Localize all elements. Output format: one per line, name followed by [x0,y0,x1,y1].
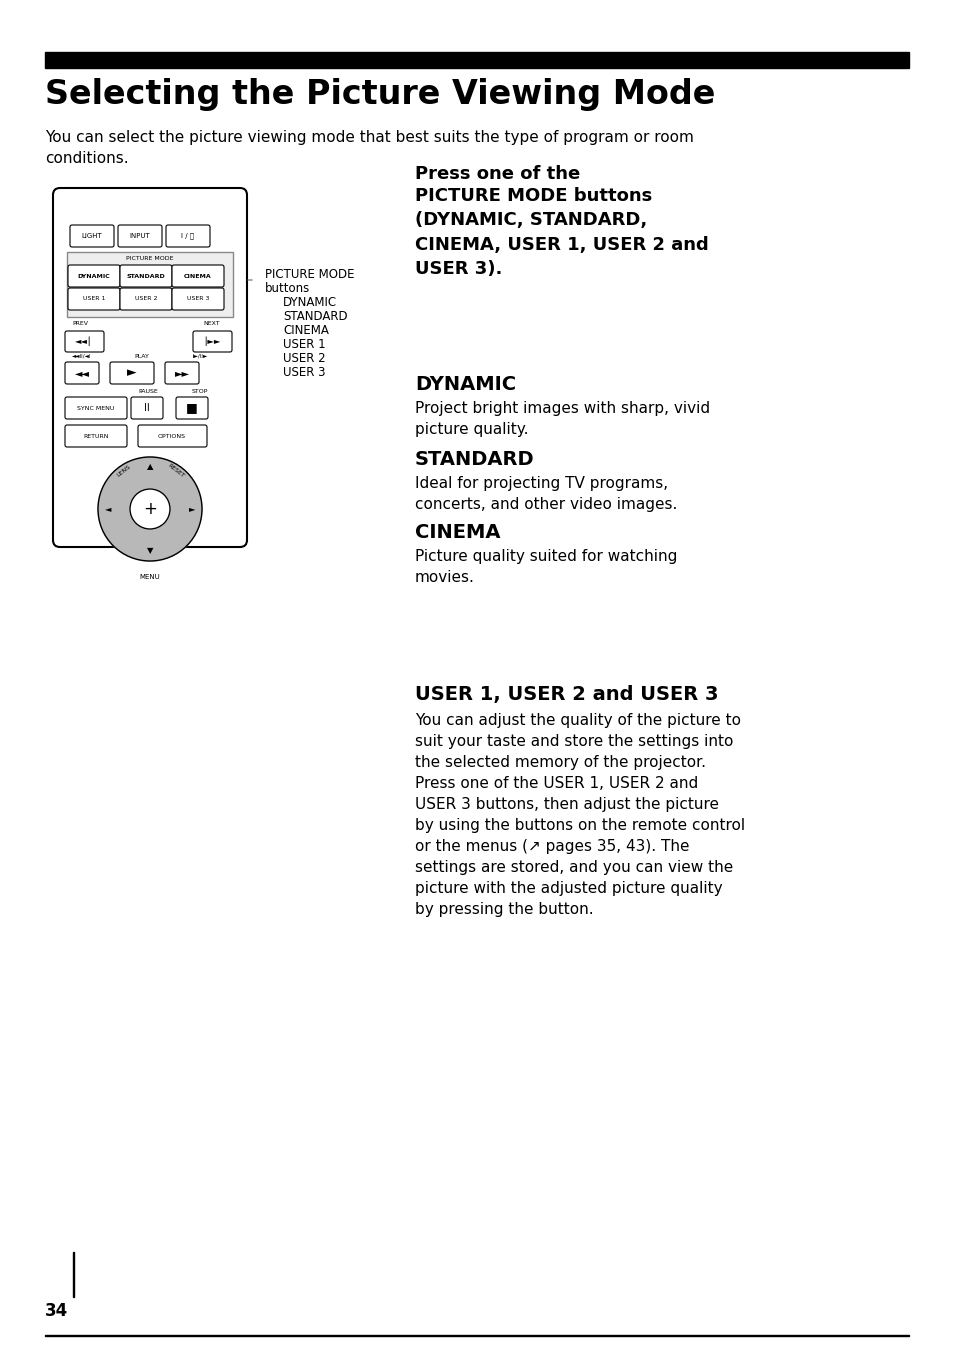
FancyBboxPatch shape [65,397,127,419]
Text: You can select the picture viewing mode that best suits the type of program or r: You can select the picture viewing mode … [45,130,693,166]
Text: PAUSE: PAUSE [138,389,157,393]
Text: Project bright images with sharp, vivid
picture quality.: Project bright images with sharp, vivid … [415,402,709,437]
Text: DYNAMIC: DYNAMIC [415,375,516,393]
Text: 34: 34 [45,1302,69,1320]
FancyBboxPatch shape [53,188,247,548]
Text: ■: ■ [186,402,197,415]
FancyBboxPatch shape [110,362,153,384]
Text: DYNAMIC: DYNAMIC [283,296,336,310]
Text: LIGHT: LIGHT [82,233,102,239]
Text: STOP: STOP [192,389,208,393]
Text: Ideal for projecting TV programs,
concerts, and other video images.: Ideal for projecting TV programs, concer… [415,476,677,512]
Text: Picture quality suited for watching
movies.: Picture quality suited for watching movi… [415,549,677,585]
Text: USER 3: USER 3 [283,366,325,379]
Text: Selecting the Picture Viewing Mode: Selecting the Picture Viewing Mode [45,78,715,111]
Text: USER 1: USER 1 [283,338,325,352]
Text: I►/II►: I►/II► [193,354,208,360]
Text: STANDARD: STANDARD [127,273,165,279]
Text: II: II [144,403,150,412]
FancyBboxPatch shape [172,288,224,310]
Text: USER 2: USER 2 [134,296,157,301]
FancyBboxPatch shape [193,331,232,352]
Text: STANDARD: STANDARD [415,450,534,469]
Text: ⎮►►: ⎮►► [203,337,220,346]
FancyBboxPatch shape [65,425,127,448]
Text: PLAY: PLAY [134,354,150,360]
Text: PICTURE MODE: PICTURE MODE [265,268,355,281]
Text: Press one of the: Press one of the [415,165,579,183]
Text: buttons: buttons [265,283,310,295]
Text: ◄◄: ◄◄ [74,368,90,379]
Text: PICTURE MODE buttons
(DYNAMIC, STANDARD,
CINEMA, USER 1, USER 2 and
USER 3).: PICTURE MODE buttons (DYNAMIC, STANDARD,… [415,187,708,279]
Text: ►►: ►► [174,368,190,379]
Bar [73,1252,74,1297]
Text: SYNC MENU: SYNC MENU [77,406,114,411]
Text: ►: ► [189,504,195,514]
Text: ◄◄⎮: ◄◄⎮ [75,337,92,346]
Text: ◄◄II/◄I: ◄◄II/◄I [71,354,91,360]
Text: You can adjust the quality of the picture to
suit your taste and store the setti: You can adjust the quality of the pictur… [415,713,744,917]
Text: RETURN: RETURN [83,434,109,438]
FancyBboxPatch shape [68,265,120,287]
Text: USER 1, USER 2 and USER 3: USER 1, USER 2 and USER 3 [415,685,718,704]
FancyBboxPatch shape [172,265,224,287]
Text: USER 1: USER 1 [83,296,105,301]
FancyBboxPatch shape [70,224,113,247]
Text: ►: ► [127,366,136,380]
FancyBboxPatch shape [68,288,120,310]
Text: OPTIONS: OPTIONS [158,434,186,438]
FancyBboxPatch shape [120,288,172,310]
Text: ▼: ▼ [147,546,153,556]
Text: MENU: MENU [139,575,160,580]
FancyBboxPatch shape [165,362,199,384]
Text: CINEMA: CINEMA [184,273,212,279]
Bar [45,51,908,68]
Bar [67,251,233,316]
Text: PREV: PREV [71,320,88,326]
Circle shape [98,457,202,561]
Text: STANDARD: STANDARD [283,310,347,323]
FancyBboxPatch shape [120,265,172,287]
Text: USER 3: USER 3 [187,296,209,301]
Text: ▲: ▲ [147,462,153,472]
Text: PICTURE MODE: PICTURE MODE [126,257,173,261]
Text: LENS: LENS [116,464,132,477]
Text: ◄: ◄ [105,504,112,514]
Text: RESET: RESET [167,462,185,479]
Circle shape [130,489,170,529]
Text: INPUT: INPUT [130,233,151,239]
FancyBboxPatch shape [65,362,99,384]
Text: CINEMA: CINEMA [415,523,500,542]
Text: I / ⏻: I / ⏻ [181,233,194,239]
FancyBboxPatch shape [131,397,163,419]
FancyBboxPatch shape [166,224,210,247]
Text: USER 2: USER 2 [283,352,325,365]
FancyBboxPatch shape [65,331,104,352]
FancyBboxPatch shape [175,397,208,419]
FancyBboxPatch shape [118,224,162,247]
Text: CINEMA: CINEMA [283,324,329,337]
Text: DYNAMIC: DYNAMIC [77,273,111,279]
Text: +: + [143,500,157,518]
FancyBboxPatch shape [138,425,207,448]
Text: NEXT: NEXT [204,320,220,326]
